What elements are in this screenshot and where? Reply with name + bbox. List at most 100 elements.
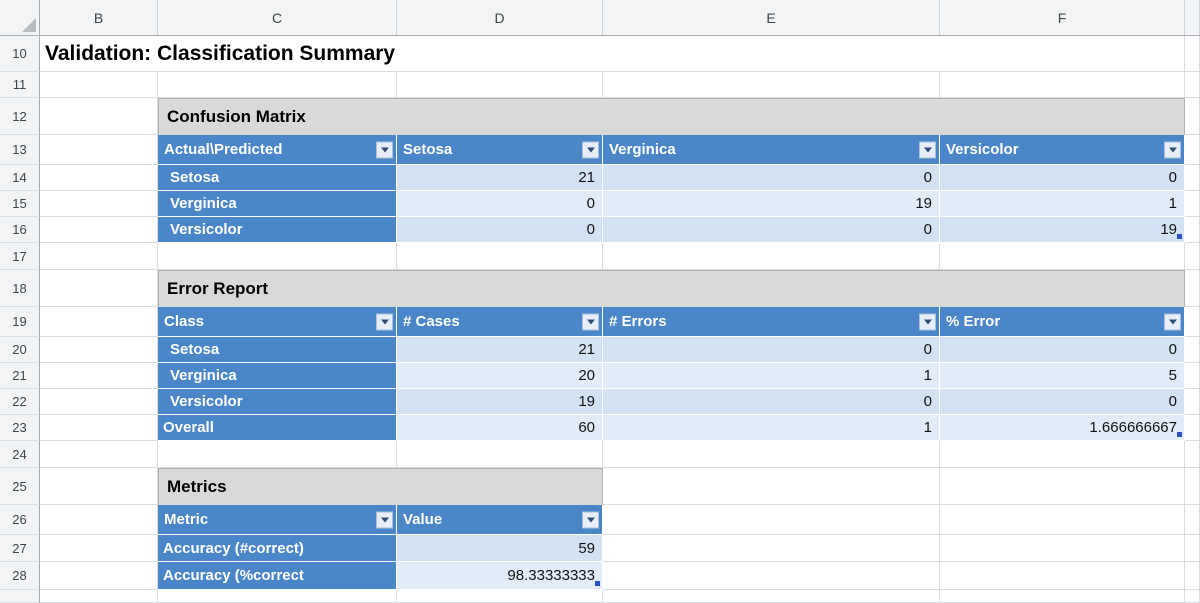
cm-header-actual-predicted[interactable]: Actual\Predicted	[158, 135, 397, 165]
empty-cell[interactable]	[603, 441, 940, 468]
empty-cell[interactable]	[1185, 98, 1200, 135]
empty-cell[interactable]	[603, 562, 940, 590]
er-row-label-overall[interactable]: Overall	[158, 415, 397, 441]
er-row-label-setosa[interactable]: Setosa	[158, 337, 397, 363]
filter-button[interactable]	[919, 141, 936, 158]
row-number-28[interactable]: 28	[0, 562, 40, 590]
row-number-11[interactable]: 11	[0, 72, 40, 98]
cm-row-label-setosa[interactable]: Setosa	[158, 165, 397, 191]
er-header-errors[interactable]: # Errors	[603, 307, 940, 337]
cell-F15[interactable]: 1	[940, 191, 1185, 217]
empty-cell[interactable]	[940, 505, 1185, 535]
page-title-cell[interactable]: Validation: Classification Summary	[40, 36, 1185, 72]
empty-cell[interactable]	[40, 98, 158, 135]
cell-E16[interactable]: 0	[603, 217, 940, 243]
row-number-18[interactable]: 18	[0, 270, 40, 307]
row-number-22[interactable]: 22	[0, 389, 40, 415]
empty-cell[interactable]	[940, 562, 1185, 590]
empty-cell[interactable]	[1185, 415, 1200, 441]
cell-D27[interactable]: 59	[397, 535, 603, 562]
cell-F22[interactable]: 0	[940, 389, 1185, 415]
empty-cell[interactable]	[940, 468, 1185, 505]
empty-cell[interactable]	[40, 165, 158, 191]
er-header-class[interactable]: Class	[158, 307, 397, 337]
empty-cell[interactable]	[940, 72, 1185, 98]
empty-cell[interactable]	[1185, 72, 1200, 98]
filter-button[interactable]	[582, 511, 599, 528]
cell-E20[interactable]: 0	[603, 337, 940, 363]
column-header-E[interactable]: E	[603, 0, 940, 35]
empty-cell[interactable]	[940, 243, 1185, 270]
row-number-23[interactable]: 23	[0, 415, 40, 441]
empty-cell[interactable]	[397, 441, 603, 468]
cell-E22[interactable]: 0	[603, 389, 940, 415]
empty-cell[interactable]	[603, 505, 940, 535]
empty-cell[interactable]	[40, 363, 158, 389]
cell-D28[interactable]: 98.33333333	[397, 562, 603, 590]
cm-row-label-verginica[interactable]: Verginica	[158, 191, 397, 217]
row-number-21[interactable]: 21	[0, 363, 40, 389]
filter-button[interactable]	[919, 313, 936, 330]
empty-cell[interactable]	[940, 441, 1185, 468]
row-number-24[interactable]: 24	[0, 441, 40, 468]
filter-button[interactable]	[376, 313, 393, 330]
cell-F20[interactable]: 0	[940, 337, 1185, 363]
er-row-label-versicolor[interactable]: Versicolor	[158, 389, 397, 415]
empty-cell[interactable]	[40, 217, 158, 243]
row-number-14[interactable]: 14	[0, 165, 40, 191]
cell-F21[interactable]: 5	[940, 363, 1185, 389]
empty-cell[interactable]	[40, 72, 158, 98]
empty-cell[interactable]	[1185, 562, 1200, 590]
cell-D23[interactable]: 60	[397, 415, 603, 441]
empty-cell[interactable]	[603, 243, 940, 270]
cell-D22[interactable]: 19	[397, 389, 603, 415]
empty-cell[interactable]	[40, 590, 158, 603]
error-report-section-title[interactable]: Error Report	[158, 270, 1185, 307]
metrics-section-title[interactable]: Metrics	[158, 468, 603, 505]
row-number-29-partial[interactable]	[0, 590, 40, 603]
filter-button[interactable]	[376, 141, 393, 158]
empty-cell[interactable]	[40, 243, 158, 270]
metrics-header-metric[interactable]: Metric	[158, 505, 397, 535]
cell-F16[interactable]: 19	[940, 217, 1185, 243]
empty-cell[interactable]	[1185, 307, 1200, 337]
cell-F23[interactable]: 1.666666667	[940, 415, 1185, 441]
empty-cell[interactable]	[1185, 217, 1200, 243]
row-number-25[interactable]: 25	[0, 468, 40, 505]
er-header-cases[interactable]: # Cases	[397, 307, 603, 337]
empty-cell[interactable]	[1185, 389, 1200, 415]
empty-cell[interactable]	[1185, 36, 1200, 72]
cell-D14[interactable]: 21	[397, 165, 603, 191]
filter-button[interactable]	[1164, 313, 1181, 330]
confusion-matrix-section-title[interactable]: Confusion Matrix	[158, 98, 1185, 135]
select-all-corner[interactable]	[0, 0, 40, 35]
empty-cell[interactable]	[603, 590, 940, 603]
row-number-20[interactable]: 20	[0, 337, 40, 363]
empty-cell[interactable]	[40, 307, 158, 337]
empty-cell[interactable]	[158, 590, 397, 603]
row-number-27[interactable]: 27	[0, 535, 40, 562]
column-header-D[interactable]: D	[397, 0, 603, 35]
cell-D16[interactable]: 0	[397, 217, 603, 243]
empty-cell[interactable]	[40, 270, 158, 307]
empty-cell[interactable]	[40, 441, 158, 468]
empty-cell[interactable]	[603, 72, 940, 98]
empty-cell[interactable]	[1185, 337, 1200, 363]
empty-cell[interactable]	[397, 243, 603, 270]
empty-cell[interactable]	[603, 468, 940, 505]
empty-cell[interactable]	[158, 441, 397, 468]
empty-cell[interactable]	[40, 337, 158, 363]
cell-E14[interactable]: 0	[603, 165, 940, 191]
er-header-pct-error[interactable]: % Error	[940, 307, 1185, 337]
empty-cell[interactable]	[40, 191, 158, 217]
column-header-F[interactable]: F	[940, 0, 1185, 35]
empty-cell[interactable]	[940, 590, 1185, 603]
metrics-row-label-accuracy-count[interactable]: Accuracy (#correct)	[158, 535, 397, 562]
cell-E21[interactable]: 1	[603, 363, 940, 389]
empty-cell[interactable]	[1185, 135, 1200, 165]
cell-E15[interactable]: 19	[603, 191, 940, 217]
er-row-label-verginica[interactable]: Verginica	[158, 363, 397, 389]
metrics-header-value[interactable]: Value	[397, 505, 603, 535]
empty-cell[interactable]	[40, 468, 158, 505]
column-header-B[interactable]: B	[40, 0, 158, 35]
